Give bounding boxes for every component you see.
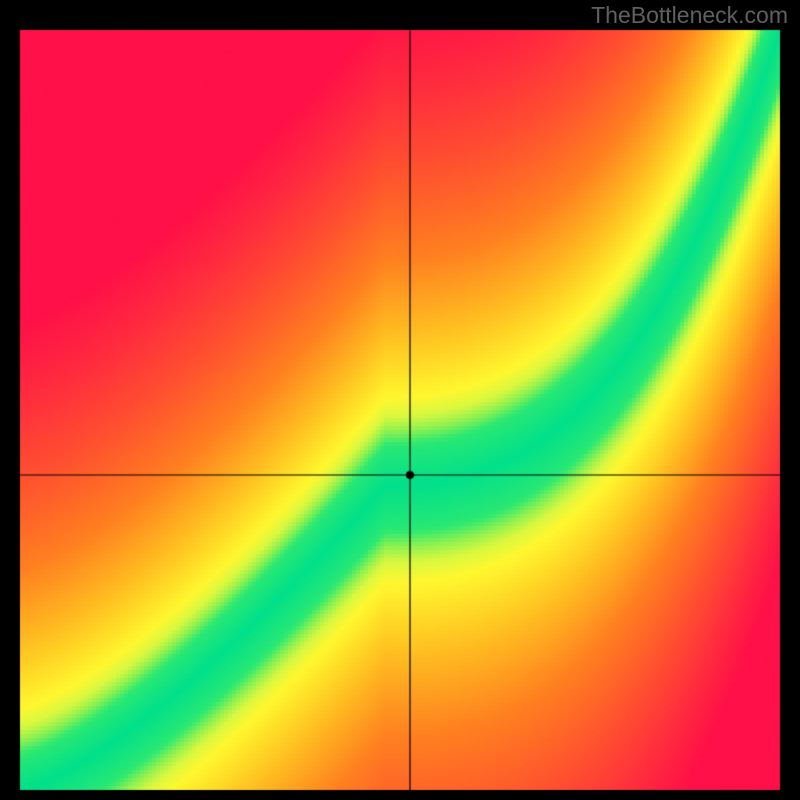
- watermark: TheBottleneck.com: [591, 2, 788, 29]
- bottleneck-heatmap: [0, 0, 800, 800]
- chart-container: TheBottleneck.com: [0, 0, 800, 800]
